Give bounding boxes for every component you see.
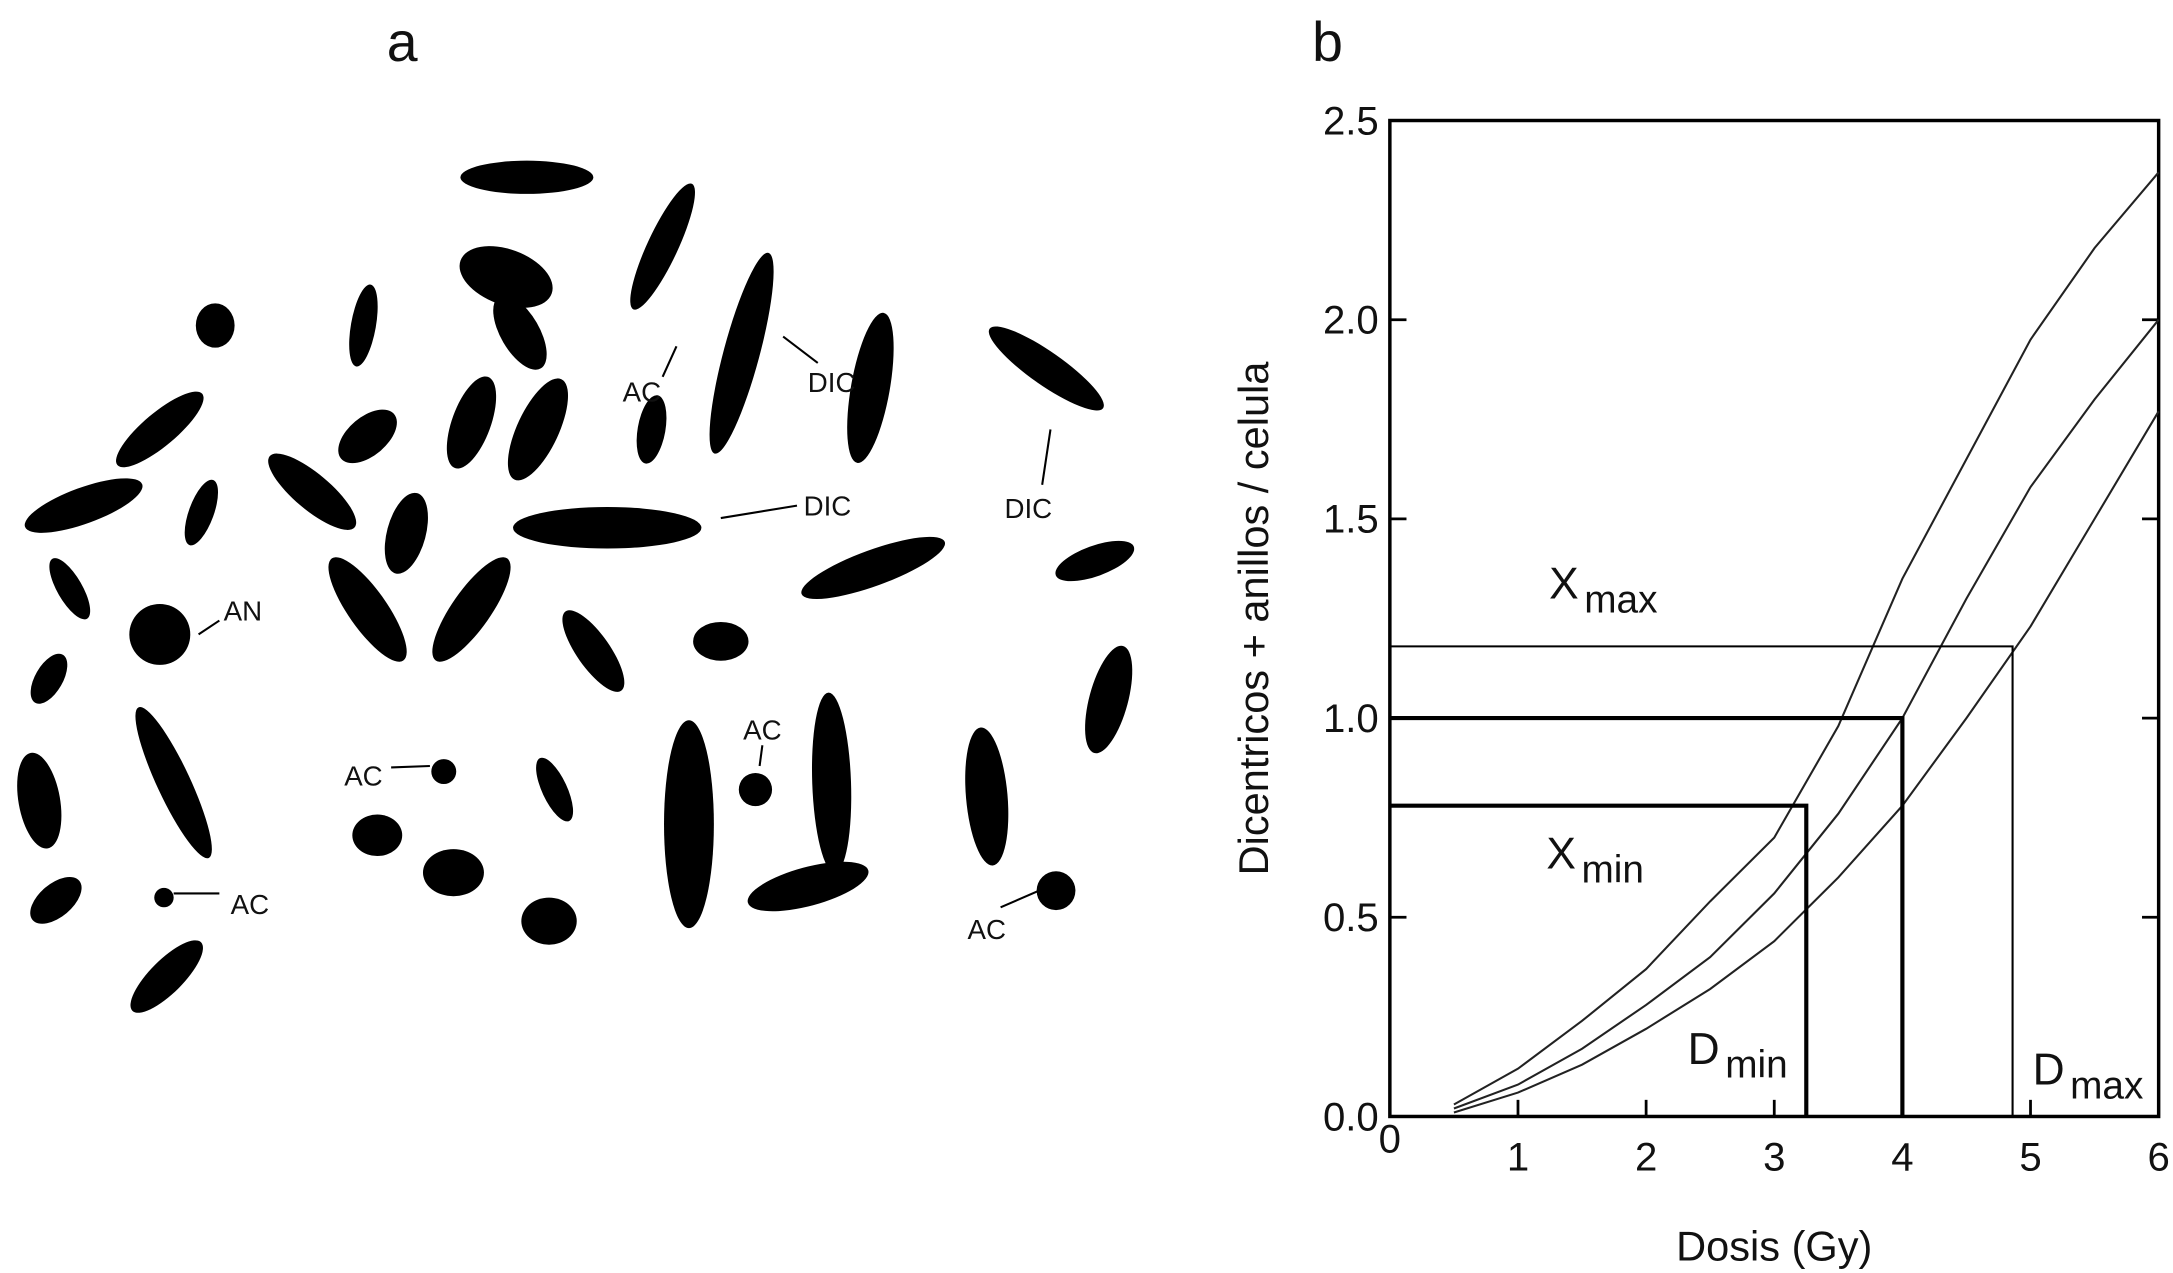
chromosome [422,849,484,897]
chromosome [338,409,397,464]
chromosome [709,252,774,454]
reference-line [1389,716,1905,1117]
x-axis-label: Dosis (Gy) [1676,1223,1872,1270]
y-tick-label: 1.5 [1323,497,1379,542]
ring-chromosome [129,603,191,665]
annotation-label: DIC [804,490,852,521]
chromosome [630,183,695,310]
annotation-label: AC [968,914,1006,945]
annotation-main: D [1688,1025,1720,1074]
annotation-label: DIC [808,367,856,398]
x-tick-label: 0 [1379,1116,1401,1161]
annotation-subscript: min [1581,848,1643,891]
chromosome [195,303,235,348]
annotation-label: DIC [1004,493,1052,524]
chromosome [536,757,574,822]
chromosome [328,557,407,662]
chromosome [24,478,143,533]
annotation-subscript: min [1725,1044,1787,1087]
chromosome [17,752,62,849]
chromosome [664,720,714,929]
chromosome [30,653,68,704]
chromosome [30,877,82,924]
annotation-pointer [782,335,819,364]
annotation-pointer [198,619,220,636]
plot-frame [1388,118,2161,1119]
x-tick-label: 3 [1763,1134,1785,1179]
chromosome [513,506,702,549]
chromosome [432,557,511,662]
chromosome-spread [17,160,1135,1013]
annotation-pointer [758,745,764,767]
annotation-label: AC [743,715,781,746]
chromosome [116,391,204,468]
chromosome [988,326,1104,411]
panel-label: b [1312,11,1343,73]
annotation-subscript: max [2070,1064,2143,1107]
dose-response-curve [1453,171,2160,1106]
y-tick-label: 2.0 [1323,298,1379,343]
annotation-label: AN [224,596,262,627]
annotation-pointer [720,504,798,520]
annotation-pointer [1041,429,1052,485]
chromosome [352,814,403,857]
annotation-label: AC [623,377,661,408]
x-tick-label: 6 [2147,1134,2169,1179]
chromosome [130,940,203,1013]
annotation-pointer [661,345,678,378]
chromosome [384,492,428,574]
y-tick-label: 1.0 [1323,696,1379,741]
chromosome [459,246,553,308]
chromosome [636,395,667,464]
chromosome [1055,540,1135,582]
chromosome [446,376,497,469]
annotation-main: D [2033,1046,2065,1095]
chromosome [693,621,749,661]
annotation-main: X [1549,559,1579,608]
chromosome [965,727,1009,866]
chromosome [1085,645,1133,754]
y-tick-label: 0.0 [1323,1094,1379,1139]
annotation-label: AC [231,889,269,920]
chromosome [154,887,174,908]
y-tick-label: 0.5 [1323,895,1379,940]
panel-label: a [387,11,418,73]
chromosome [49,558,91,620]
chromosome [801,536,946,600]
reference-line [1389,803,1809,1117]
annotation-pointer [1000,888,1043,909]
annotation-subscript: max [1584,578,1657,621]
annotation-main: X [1546,830,1576,879]
chromosome [521,897,577,945]
chromosome [738,772,773,807]
chromosome [747,861,869,912]
x-tick-label: 1 [1507,1134,1529,1179]
annotation-label: AC [344,760,382,791]
annotation-pointer [391,764,430,769]
x-tick-label: 2 [1635,1134,1657,1179]
chromosome [349,284,378,367]
chromosome [184,479,219,546]
chromosome [493,295,547,370]
chromosome [135,706,212,859]
chromosome [1036,871,1076,911]
chromosome [562,610,625,692]
chromosome [460,160,594,194]
chromosome [431,759,457,785]
chromosome [811,692,852,873]
x-tick-label: 5 [2019,1134,2041,1179]
chromosome [268,453,357,530]
y-tick-label: 2.5 [1323,98,1379,143]
chromosome [507,378,569,481]
x-tick-label: 4 [1891,1134,1913,1179]
chromosome [847,312,894,463]
y-axis-label: Dicentricos + anillos / celula [1230,361,1277,876]
reference-line [1389,645,2014,1117]
